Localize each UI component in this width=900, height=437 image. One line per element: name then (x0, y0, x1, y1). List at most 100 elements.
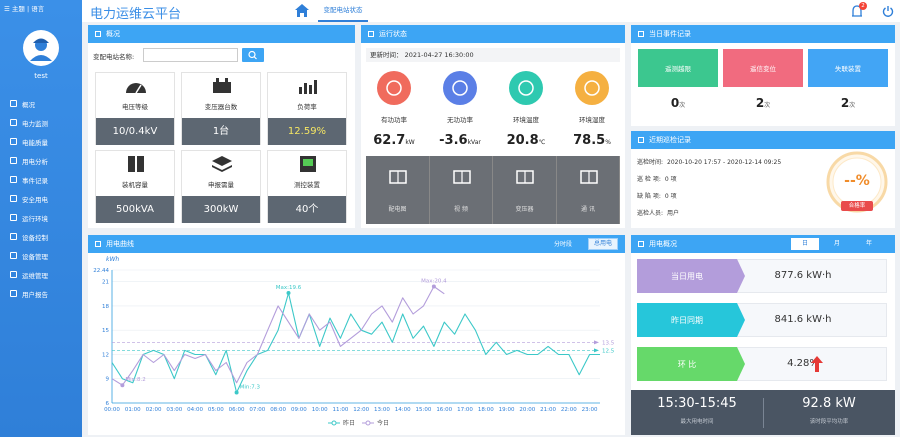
card-label: 变压器台数 (204, 103, 238, 111)
min-point (234, 390, 239, 395)
metric-icon (509, 71, 543, 109)
x-tick-label: 18:00 (478, 407, 494, 413)
chart-tab[interactable]: 分时段 (554, 241, 573, 248)
menu-icon (10, 138, 17, 145)
inspection-value: 用户 (667, 210, 680, 217)
overview-card: 测控装置 40个 (267, 150, 347, 223)
x-tick-label: 23:00 (582, 407, 598, 413)
overview-card: 电压等级 10/0.4kV (95, 72, 175, 145)
app-title: 电力运维云平台 (90, 7, 182, 22)
summary-value: 4.28% (787, 358, 819, 369)
event-label: 遥测越限 (665, 65, 691, 73)
min-label: Min:7.3 (240, 384, 261, 390)
metric-icon-glyph (509, 71, 543, 105)
event-tile: 遥信变位 (723, 49, 803, 87)
update-row: 更新时间： 2021-04-27 16:30:00 (366, 48, 620, 62)
tile-icon (515, 168, 535, 190)
menu-icon (10, 214, 17, 221)
card-icon (296, 77, 320, 99)
metric-icon (575, 71, 609, 109)
x-tick-label: 21:00 (540, 407, 556, 413)
rate-value: --% (844, 173, 870, 189)
search-input[interactable] (143, 48, 238, 62)
active-tab[interactable]: 变配电站状态 (318, 0, 368, 22)
x-tick-label: 19:00 (499, 407, 515, 413)
card-icon (124, 155, 148, 177)
inspection-label: 巡 检 项: (637, 176, 661, 183)
metric-unit: kVar (467, 139, 481, 146)
inspection-value: 0 项 (664, 176, 677, 183)
x-tick-label: 04:00 (187, 407, 203, 413)
event-tile: 失联装置 (808, 49, 888, 87)
x-tick-label: 09:00 (291, 407, 307, 413)
power-icon[interactable] (882, 5, 894, 17)
period-tab[interactable]: 月 (833, 240, 840, 247)
max-label: Max:20.4 (421, 279, 447, 285)
inspection-row: 巡检时间: 2020-10-20 17:57 - 2020-12-14 09:25 (637, 157, 781, 166)
menu-icon (10, 176, 17, 183)
metric-icon-glyph (575, 71, 609, 105)
metric-icon (377, 71, 411, 109)
menu-label: 运行环境 (22, 215, 48, 223)
card-label: 装机容量 (122, 181, 148, 189)
summary-label: 昨日同期 (671, 316, 703, 325)
overview-card: 申报需量 300kW (181, 150, 261, 223)
summary-label-box (637, 303, 747, 341)
card-icon-glyph (300, 156, 316, 172)
overview-panel: 概况 变配电站名称: 电压等级 10/0.4kV 变压器台数 1台 负荷率 12.59% 装… (88, 25, 355, 228)
inspection-label: 巡检时间: (637, 159, 664, 166)
legend-dot (365, 420, 371, 426)
top-links-text[interactable]: 主题 | 语言 (11, 5, 45, 13)
legend-label: 今日 (377, 419, 389, 427)
notification-badge[interactable]: 2 (859, 2, 867, 10)
card-value: 1台 (182, 118, 260, 145)
max-point (286, 290, 291, 295)
metric-value: 20.8℃ (493, 129, 559, 148)
card-icon (124, 77, 148, 99)
tile-label: 通 讯 (581, 206, 595, 213)
inspection-row: 巡 检 项: 0 项 (637, 174, 677, 183)
rate-gauge (826, 151, 888, 213)
overview-card: 变压器台数 1台 (181, 72, 261, 145)
menu-icon (10, 252, 17, 259)
menu-icon (10, 100, 17, 107)
search-button[interactable] (242, 48, 264, 62)
summary-label-box (637, 347, 747, 385)
period-tab[interactable]: 年 (865, 240, 872, 247)
nav-tile[interactable]: 通 讯 (556, 156, 620, 224)
menu-icon (10, 119, 17, 126)
metric-label: 环境湿度 (579, 116, 605, 124)
nav-tile[interactable]: 变压器 (493, 156, 557, 224)
tile-icon (579, 168, 599, 190)
metric-label: 无功功率 (447, 116, 473, 124)
event-unit: 次 (849, 102, 856, 109)
chart-tab-active[interactable]: 总用电 (588, 238, 618, 250)
card-icon-glyph (126, 83, 146, 94)
nav-tile[interactable]: 视 频 (429, 156, 493, 224)
summary-value: 877.6 kW·h (774, 270, 832, 281)
peak-time: 15:30-15:45 (657, 396, 737, 411)
event-number: 0 (670, 96, 680, 110)
metric-label: 有功功率 (381, 116, 407, 124)
y-tick-label: 12 (102, 352, 109, 358)
home-icon[interactable] (295, 4, 309, 17)
min-label: Min:8.2 (125, 377, 145, 383)
x-tick-label: 17:00 (457, 407, 473, 413)
card-value: 10/0.4kV (96, 118, 174, 145)
card-icon (210, 77, 234, 99)
up-arrow-glyph (811, 356, 823, 372)
y-tick-label: 9 (106, 377, 110, 383)
overview-card: 负荷率 12.59% (267, 72, 347, 145)
menu-icon (10, 271, 17, 278)
up-arrow (811, 356, 823, 376)
bell-icon[interactable] (850, 4, 866, 20)
menu-label: 电力监测 (22, 120, 48, 128)
top-links[interactable]: ☰ 主题 | 语言 (4, 5, 45, 13)
summary-label-box-glyph (637, 303, 745, 337)
period-tab[interactable]: 日 (791, 238, 819, 250)
nav-tile[interactable]: 配电图 (366, 156, 430, 224)
legend-dot (331, 420, 337, 426)
metric-number: 62.7 (373, 133, 406, 148)
menu-label: 设备控制 (22, 234, 48, 242)
